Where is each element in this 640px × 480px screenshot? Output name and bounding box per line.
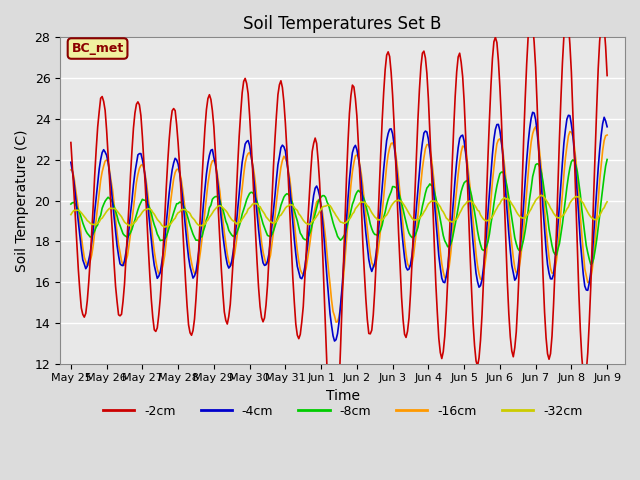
- Legend: -2cm, -4cm, -8cm, -16cm, -32cm: -2cm, -4cm, -8cm, -16cm, -32cm: [98, 400, 588, 423]
- Title: Soil Temperatures Set B: Soil Temperatures Set B: [243, 15, 442, 33]
- X-axis label: Time: Time: [326, 389, 360, 403]
- Y-axis label: Soil Temperature (C): Soil Temperature (C): [15, 129, 29, 272]
- Text: BC_met: BC_met: [72, 42, 124, 55]
